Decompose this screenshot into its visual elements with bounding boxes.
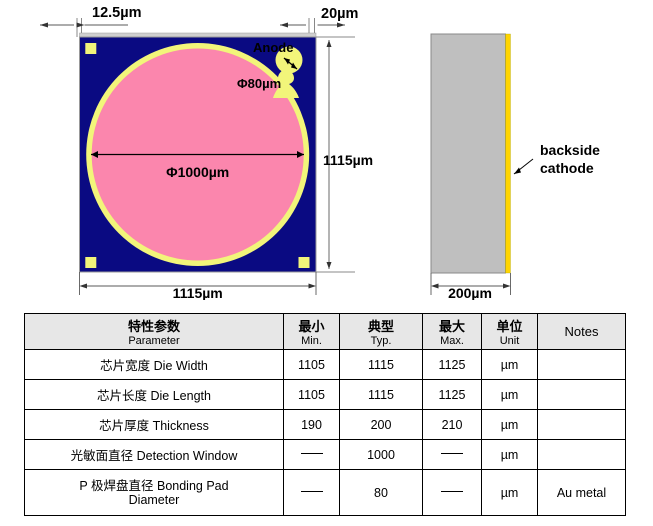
svg-text:200µm: 200µm [448,285,492,300]
svg-text:cathode: cathode [540,160,594,176]
svg-text:backside: backside [540,142,600,158]
